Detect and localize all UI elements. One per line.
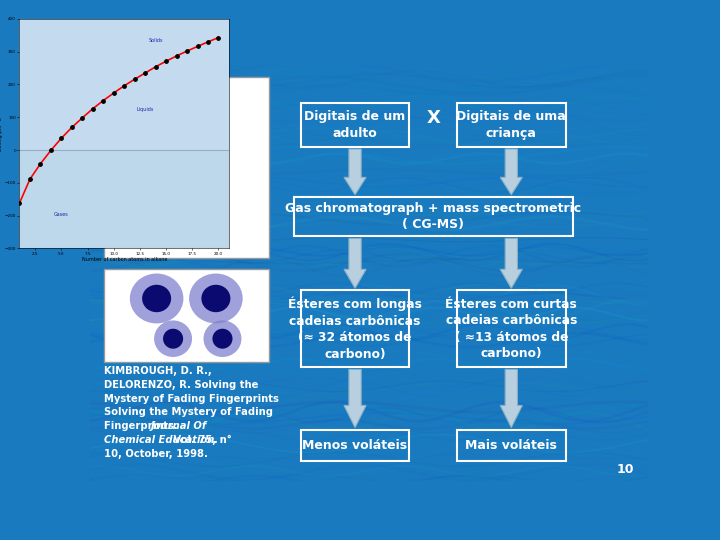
Text: Digitais de uma
criança: Digitais de uma criança [456,110,566,140]
Point [45,146,57,154]
Text: Gas chromatograph + mass spectrometric
( CG-MS): Gas chromatograph + mass spectrometric (… [285,202,581,231]
Point [161,57,172,65]
Text: Vol. 75, n°: Vol. 75, n° [170,435,232,445]
Point [55,134,67,143]
Point [118,82,130,90]
Text: Liquids: Liquids [137,107,154,112]
Text: 10: 10 [616,463,634,476]
Text: Chemical Education.: Chemical Education. [104,435,218,445]
Point [212,33,224,42]
Text: Solids: Solids [148,38,163,43]
Point [24,175,36,184]
Bar [19,19,229,150]
Polygon shape [344,149,366,195]
Point [14,199,25,207]
Y-axis label: Boiling pt., °C: Boiling pt., °C [0,117,3,151]
Point [97,96,109,105]
Polygon shape [500,149,522,195]
Text: 10, October, 1998.: 10, October, 1998. [104,449,208,458]
Ellipse shape [154,320,192,357]
Point [202,38,214,46]
Polygon shape [344,238,366,288]
Point [150,63,161,71]
Point [171,52,182,60]
Text: Fingerprints.: Fingerprints. [104,421,181,431]
Text: Menos voláteis: Menos voláteis [302,439,408,452]
Point [181,46,193,55]
Ellipse shape [142,285,171,312]
Point [140,69,151,77]
Text: X: X [426,109,440,127]
Ellipse shape [130,274,184,323]
Point [129,75,140,84]
Polygon shape [344,369,366,428]
Point [66,123,78,132]
Polygon shape [500,369,522,428]
Point [108,89,120,97]
FancyBboxPatch shape [104,268,269,362]
Text: Solving the Mystery of Fading: Solving the Mystery of Fading [104,407,273,417]
Text: Mystery of Fading Fingerprints: Mystery of Fading Fingerprints [104,394,279,404]
Point [35,159,46,168]
Ellipse shape [204,320,241,357]
Text: KIMBROUGH, D. R.,: KIMBROUGH, D. R., [104,366,212,376]
FancyBboxPatch shape [104,77,269,258]
Text: Mais voláteis: Mais voláteis [465,439,557,452]
Text: Ésteres com curtas
cadeias carbônicas
( ≈13 átomos de
carbono): Ésteres com curtas cadeias carbônicas ( … [446,298,577,360]
Point [87,104,99,113]
Text: Gases: Gases [54,212,68,217]
Text: DELORENZO, R. Solving the: DELORENZO, R. Solving the [104,380,258,390]
Polygon shape [500,238,522,288]
Text: Ésteres com longas
cadeias carbônicas
(≈ 32 átomos de
carbono): Ésteres com longas cadeias carbônicas (≈… [288,297,422,361]
Ellipse shape [202,285,230,312]
Ellipse shape [212,329,233,349]
Point [76,113,88,122]
Text: Digitais de um
adulto: Digitais de um adulto [305,110,405,140]
Text: Journal Of: Journal Of [150,421,207,431]
X-axis label: Number of carbon atoms in alkane: Number of carbon atoms in alkane [81,257,167,262]
Bar [19,150,229,248]
Ellipse shape [189,274,243,323]
Point [192,42,203,51]
Ellipse shape [163,329,183,349]
